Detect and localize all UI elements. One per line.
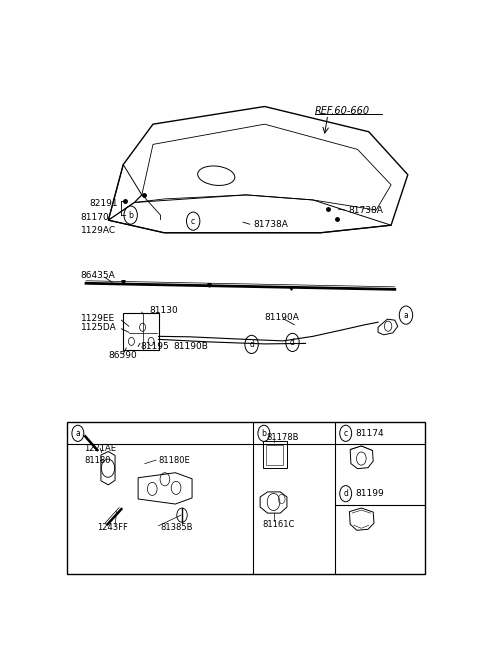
Text: d: d [343, 489, 348, 498]
Text: b: b [262, 429, 266, 438]
Text: 81170: 81170 [81, 213, 109, 222]
Text: 81190B: 81190B [173, 342, 208, 351]
Text: 81178B: 81178B [266, 433, 299, 442]
Text: 81190A: 81190A [264, 313, 300, 321]
Text: 1221AE: 1221AE [84, 444, 116, 453]
Text: 86590: 86590 [108, 350, 137, 359]
Text: REF.60-660: REF.60-660 [315, 106, 370, 116]
Text: 81161C: 81161C [263, 520, 295, 529]
Text: 81738A: 81738A [348, 205, 383, 215]
Text: 81199: 81199 [356, 489, 384, 498]
Text: 86435A: 86435A [81, 271, 115, 280]
Text: 1129AC: 1129AC [81, 226, 116, 235]
Text: 1243FF: 1243FF [97, 523, 128, 532]
Text: 1129EE: 1129EE [81, 314, 115, 323]
Text: 81174: 81174 [356, 429, 384, 438]
Text: 81180E: 81180E [158, 455, 191, 464]
Text: 81385B: 81385B [160, 523, 193, 532]
Text: 81195: 81195 [140, 342, 169, 351]
Text: 82191: 82191 [90, 199, 119, 209]
Text: 81130: 81130 [149, 306, 178, 315]
Text: a: a [404, 311, 408, 319]
Text: c: c [344, 429, 348, 438]
Text: 81180: 81180 [84, 455, 111, 464]
Text: d: d [290, 338, 295, 347]
Text: a: a [75, 429, 80, 438]
Text: 1125DA: 1125DA [81, 323, 116, 332]
Text: b: b [128, 211, 133, 220]
Text: 81738A: 81738A [253, 220, 288, 229]
Text: c: c [191, 216, 195, 226]
Text: d: d [249, 340, 254, 349]
